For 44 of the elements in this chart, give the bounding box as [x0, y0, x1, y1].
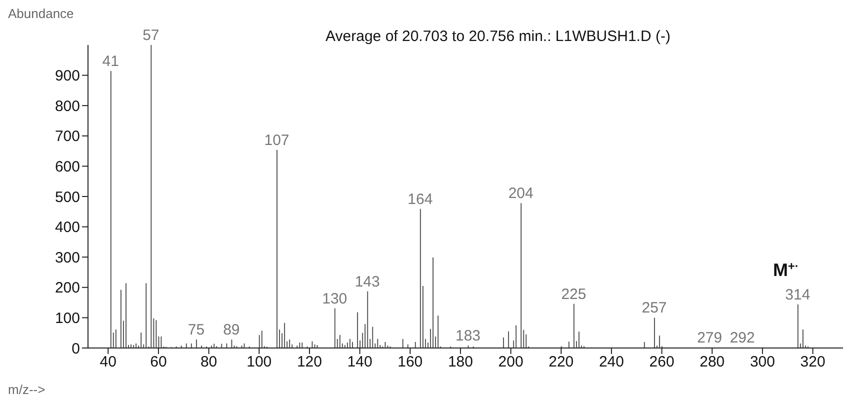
annotation: M$^{+·}$ [773, 260, 799, 280]
x-tick-label: 200 [498, 354, 524, 371]
y-tick-label: 700 [54, 128, 80, 146]
annotation: 257 [642, 300, 667, 317]
annotation: 225 [561, 286, 586, 303]
x-tick-label: 280 [700, 354, 725, 371]
y-tick-label: 0 [72, 340, 80, 358]
annotation: 107 [264, 132, 290, 149]
y-tick-label: 200 [54, 280, 80, 297]
annotation: 143 [354, 273, 380, 290]
y-tick-label: 600 [54, 158, 80, 176]
annotation: 41 [102, 53, 119, 70]
x-axis-title: m/z--> [8, 382, 46, 397]
x-tick-label: 120 [296, 354, 322, 371]
x-tick-label: 80 [200, 354, 218, 371]
annotation: 183 [456, 328, 481, 345]
annotation: 89 [223, 322, 240, 339]
x-tick-label: 260 [649, 354, 674, 371]
x-tick-label: 300 [750, 354, 775, 371]
y-tick-label: 400 [54, 219, 80, 236]
annotation: 292 [730, 329, 755, 346]
x-tick-label: 320 [800, 354, 826, 371]
x-tick-label: 100 [246, 354, 272, 371]
x-tick-label: 220 [548, 354, 574, 371]
y-tick-label: 300 [54, 249, 80, 266]
y-axis-title: Abundance [8, 6, 74, 21]
chart-title: Average of 20.703 to 20.756 min.: L1WBUSH1.D (-) [324, 28, 672, 45]
annotation: 57 [142, 27, 160, 44]
annotation: 204 [508, 185, 534, 202]
annotation: 279 [697, 329, 722, 346]
y-tick-label: 800 [54, 98, 80, 115]
x-tick-label: 60 [150, 354, 167, 371]
y-tick-label: 900 [54, 68, 80, 85]
x-tick-label: 160 [398, 354, 423, 371]
annotation: 164 [408, 190, 433, 208]
x-tick-label: 240 [598, 354, 624, 371]
x-tick-label: 40 [100, 354, 116, 371]
annotation: 75 [188, 322, 205, 339]
y-tick-label: 100 [54, 310, 80, 328]
annotation: 314 [785, 286, 810, 304]
annotation: 130 [322, 290, 348, 308]
y-tick-label: 500 [54, 188, 80, 206]
x-tick-label: 140 [347, 354, 372, 371]
x-tick-label: 180 [448, 354, 473, 371]
